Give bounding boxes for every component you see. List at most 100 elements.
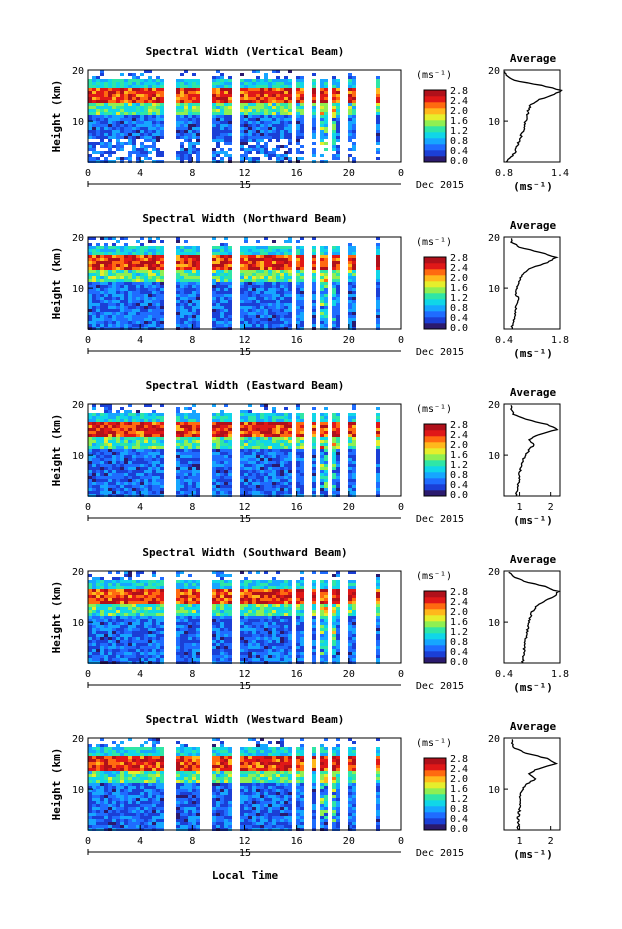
heatmap-cell xyxy=(140,94,144,97)
heatmap-cell xyxy=(336,112,340,115)
heatmap-cell xyxy=(252,103,256,106)
heatmap-cell xyxy=(128,97,132,100)
heatmap-cell xyxy=(260,300,264,303)
heatmap-cell xyxy=(312,100,316,103)
heatmap-cell xyxy=(192,485,196,488)
heatmap-cell xyxy=(252,249,256,252)
heatmap-cell xyxy=(152,133,156,136)
heatmap-cell xyxy=(148,312,152,315)
heatmap-cell xyxy=(132,294,136,297)
heatmap-cell xyxy=(108,655,112,658)
heatmap-cell xyxy=(256,425,260,428)
heatmap-cell xyxy=(144,482,148,485)
heatmap-cell xyxy=(220,118,224,121)
heatmap-cell xyxy=(196,85,200,88)
heatmap-cell xyxy=(272,324,276,327)
heatmap-cell xyxy=(136,616,140,619)
heatmap-cell xyxy=(188,437,192,440)
heatmap-cell xyxy=(116,312,120,315)
heatmap-cell xyxy=(252,136,256,139)
heatmap-cell xyxy=(276,476,280,479)
heatmap-cell xyxy=(352,428,356,431)
heatmap-cell xyxy=(220,294,224,297)
heatmap-cell xyxy=(216,291,220,294)
heatmap-cell xyxy=(192,285,196,288)
heatmap xyxy=(88,70,380,163)
heatmap-cell xyxy=(224,464,228,467)
heatmap-cell xyxy=(256,103,260,106)
heatmap-cell xyxy=(88,416,92,419)
heatmap-cell xyxy=(284,309,288,312)
heatmap-cell xyxy=(112,580,116,583)
heatmap-cell xyxy=(228,103,232,106)
heatmap-cell xyxy=(312,154,316,157)
heatmap-cell xyxy=(260,103,264,106)
heatmap-cell xyxy=(300,488,304,491)
heatmap-cell xyxy=(192,252,196,255)
heatmap-cell xyxy=(336,264,340,267)
heatmap-cell xyxy=(240,297,244,300)
heatmap-cell xyxy=(332,300,336,303)
heatmap-cell xyxy=(260,297,264,300)
heatmap-cell xyxy=(376,136,380,139)
heatmap-cell xyxy=(188,407,192,410)
heatmap-cell xyxy=(188,324,192,327)
heatmap-cell xyxy=(320,85,324,88)
heatmap-cell xyxy=(284,288,288,291)
heatmap-cell xyxy=(256,446,260,449)
heatmap-cell xyxy=(136,607,140,610)
heatmap-cell xyxy=(228,491,232,494)
heatmap-cell xyxy=(100,583,104,586)
heatmap-cell xyxy=(184,467,188,470)
heatmap-cell xyxy=(120,649,124,652)
heatmap-cell xyxy=(376,139,380,142)
heatmap-cell xyxy=(92,145,96,148)
heatmap-cell xyxy=(136,82,140,85)
heatmap-cell xyxy=(140,106,144,109)
heatmap-cell xyxy=(220,124,224,127)
heatmap-cell xyxy=(156,294,160,297)
heatmap-cell xyxy=(212,258,216,261)
heatmap-cell xyxy=(280,440,284,443)
heatmap-cell xyxy=(296,252,300,255)
heatmap-cell xyxy=(244,115,248,118)
heatmap-cell xyxy=(140,482,144,485)
heatmap-cell xyxy=(140,443,144,446)
heatmap-cell xyxy=(352,100,356,103)
heatmap-cell xyxy=(288,413,292,416)
heatmap-cell xyxy=(160,112,164,115)
heatmap-cell xyxy=(348,458,352,461)
heatmap-cell xyxy=(244,276,248,279)
heatmap-cell xyxy=(376,482,380,485)
heatmap-cell xyxy=(124,249,128,252)
heatmap-cell xyxy=(320,467,324,470)
heatmap-cell xyxy=(180,252,184,255)
heatmap-cell xyxy=(108,118,112,121)
heatmap-cell xyxy=(324,294,328,297)
heatmap-cell xyxy=(220,148,224,151)
heatmap-cell xyxy=(184,446,188,449)
heatmap-cell xyxy=(288,279,292,282)
heatmap-cell xyxy=(228,88,232,91)
heatmap-cell xyxy=(188,79,192,82)
heatmap-cell xyxy=(88,595,92,598)
heatmap-cell xyxy=(152,410,156,413)
heatmap-cell xyxy=(312,312,316,315)
heatmap-cell xyxy=(280,452,284,455)
heatmap-cell xyxy=(276,121,280,124)
heatmap-cell xyxy=(108,431,112,434)
x-tick-label: 8 xyxy=(189,335,195,346)
heatmap-cell xyxy=(288,294,292,297)
heatmap-cell xyxy=(228,255,232,258)
heatmap-cell xyxy=(116,631,120,634)
heatmap-cell xyxy=(352,297,356,300)
heatmap-cell xyxy=(116,103,120,106)
heatmap-cell xyxy=(264,115,268,118)
heatmap-cell xyxy=(284,246,288,249)
heatmap-cell xyxy=(244,139,248,142)
heatmap-cell xyxy=(92,255,96,258)
heatmap-cell xyxy=(224,79,228,82)
heatmap-cell xyxy=(312,476,316,479)
heatmap-cell xyxy=(284,151,288,154)
heatmap-cell xyxy=(188,446,192,449)
